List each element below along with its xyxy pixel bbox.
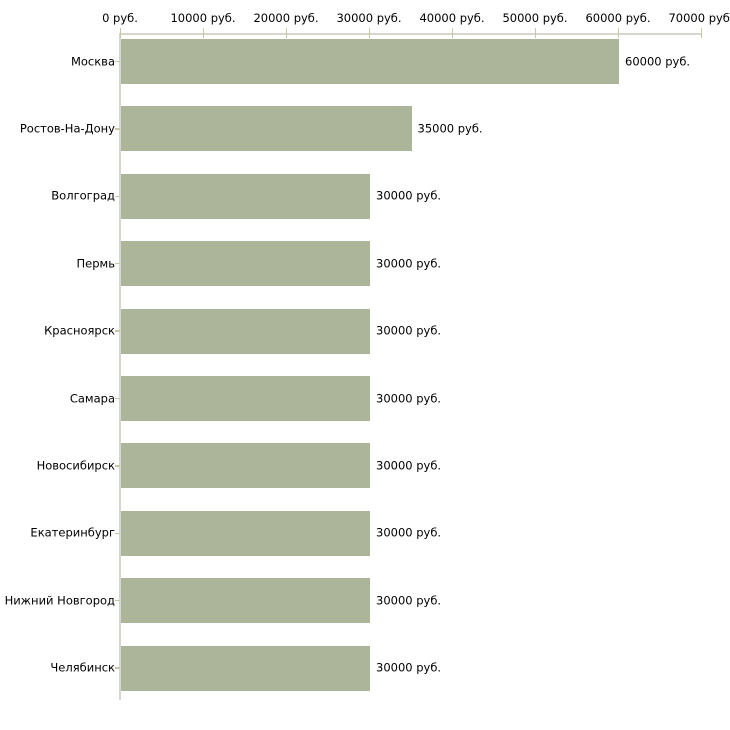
bar — [121, 173, 370, 219]
value-label: 30000 руб. — [376, 323, 442, 338]
category-label: Новосибирск — [36, 458, 115, 473]
category-label: Самара — [69, 391, 115, 405]
category-label: Пермь — [76, 256, 115, 271]
value-label: 30000 руб. — [376, 660, 442, 675]
bar — [121, 443, 370, 489]
value-label: 30000 руб. — [376, 458, 442, 473]
x-tick-mark — [451, 28, 453, 38]
category-tick-mark — [115, 330, 120, 332]
category-tick-mark — [115, 465, 120, 467]
bar — [121, 106, 412, 152]
category-label: Красноярск — [44, 323, 115, 338]
category-tick-mark — [115, 599, 120, 602]
category-tick-mark — [115, 532, 120, 535]
category-tick-mark — [115, 262, 120, 265]
category-tick-mark — [115, 60, 120, 63]
x-tick-mark — [534, 28, 536, 38]
bar — [121, 376, 370, 421]
category-label: Екатеринбург — [30, 525, 115, 540]
bar — [121, 308, 370, 354]
x-tick-label: 30000 руб. — [336, 11, 402, 25]
value-label: 30000 руб. — [376, 593, 442, 608]
x-tick-mark — [700, 28, 702, 38]
category-label: Челябинск — [50, 660, 115, 675]
x-tick-label: 60000 руб. — [585, 11, 651, 25]
x-tick-mark — [119, 28, 121, 38]
category-label: Ростов-На-Дону — [19, 121, 115, 136]
category-tick-mark — [115, 667, 120, 669]
value-label: 30000 руб. — [376, 525, 442, 540]
bar — [121, 39, 619, 84]
category-label: Волгоград — [51, 188, 115, 203]
x-tick-mark — [285, 28, 287, 38]
value-label: 30000 руб. — [376, 256, 442, 271]
category-tick-mark — [115, 128, 120, 130]
value-label: 35000 руб. — [417, 121, 483, 136]
x-tick-label: 40000 руб. — [419, 11, 485, 25]
x-tick-mark — [368, 28, 370, 38]
x-tick-label: 50000 руб. — [502, 11, 568, 25]
x-tick-mark — [202, 28, 204, 38]
category-tick-mark — [115, 397, 120, 400]
x-tick-mark — [617, 28, 619, 38]
value-label: 30000 руб. — [376, 391, 442, 405]
value-label: 30000 руб. — [376, 188, 442, 203]
bar — [121, 645, 370, 691]
x-tick-label: 20000 руб. — [253, 11, 319, 25]
x-tick-label: 10000 руб. — [170, 11, 236, 25]
category-tick-mark — [115, 195, 120, 198]
bar — [121, 578, 370, 624]
x-axis-line — [120, 33, 702, 35]
y-axis-line — [119, 33, 121, 700]
x-tick-label: 70000 руб. — [668, 11, 730, 25]
category-label: Москва — [70, 54, 115, 68]
category-label: Нижний Новгород — [4, 593, 115, 608]
bar — [121, 241, 370, 287]
value-label: 60000 руб. — [625, 54, 691, 68]
bar — [121, 510, 370, 556]
x-tick-label: 0 руб. — [102, 11, 138, 25]
